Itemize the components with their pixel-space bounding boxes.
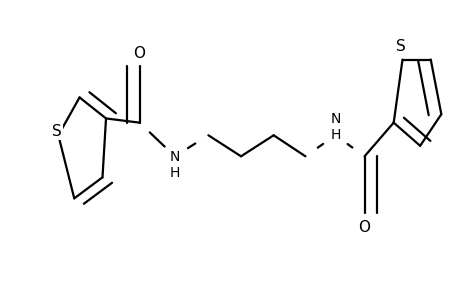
- Text: O: O: [133, 46, 145, 61]
- Text: S: S: [395, 39, 405, 54]
- Text: O: O: [358, 220, 370, 235]
- Text: N
H: N H: [169, 150, 179, 180]
- Text: N
H: N H: [330, 112, 340, 142]
- Text: S: S: [51, 124, 62, 139]
